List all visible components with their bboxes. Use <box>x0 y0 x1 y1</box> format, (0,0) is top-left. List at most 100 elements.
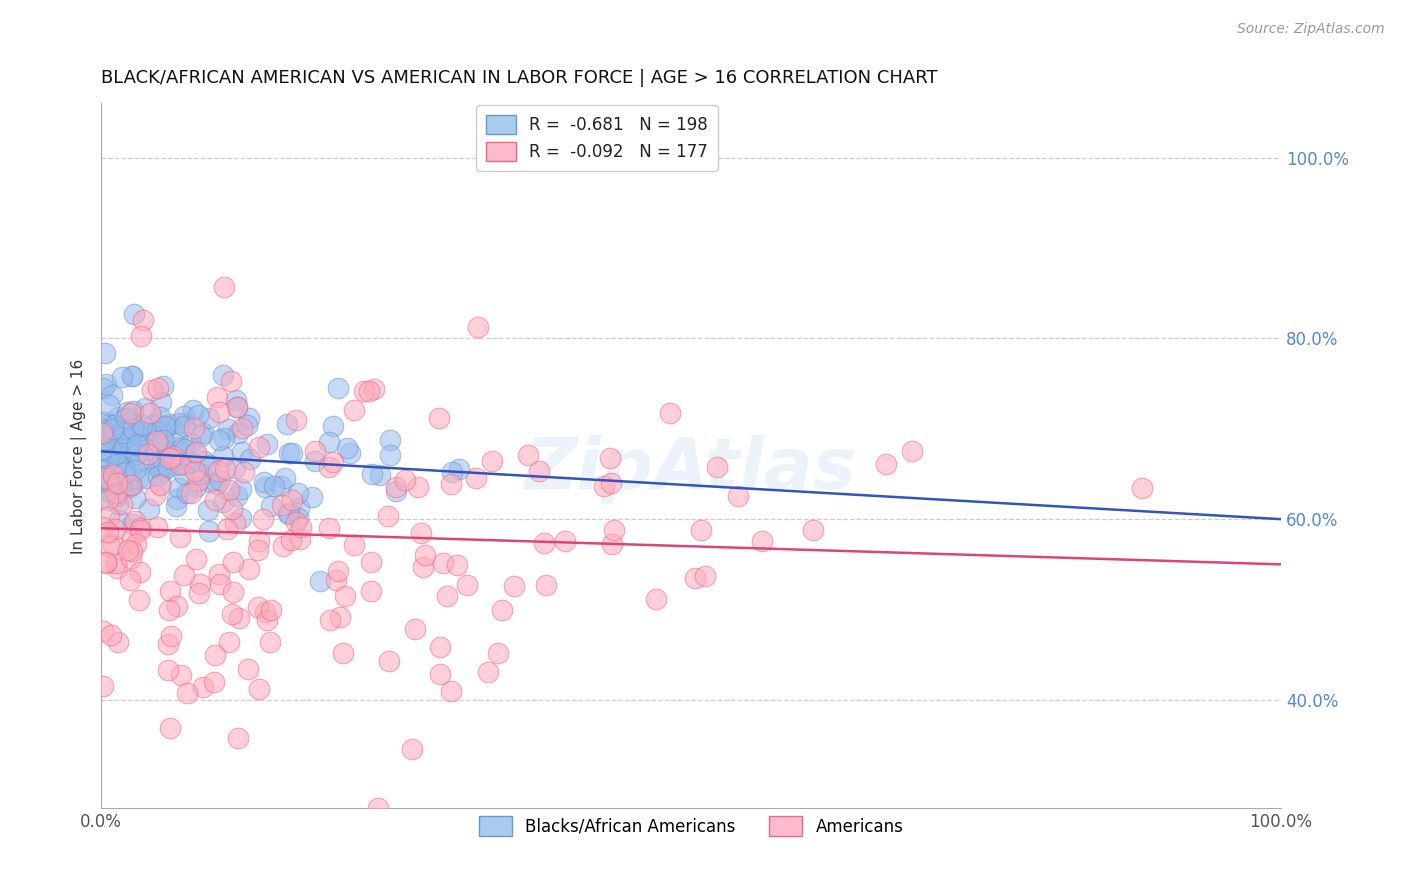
Point <box>120 415 142 429</box>
Point <box>136 456 159 470</box>
Point <box>153 418 176 433</box>
Point <box>103 473 125 487</box>
Point <box>254 605 277 619</box>
Point <box>217 422 239 436</box>
Point <box>208 405 231 419</box>
Point <box>118 449 141 463</box>
Point <box>278 506 301 520</box>
Point <box>218 483 240 497</box>
Point <box>328 564 350 578</box>
Point <box>120 417 142 431</box>
Point <box>104 523 127 537</box>
Point <box>146 469 169 483</box>
Point <box>198 475 221 490</box>
Point <box>491 603 513 617</box>
Point <box>288 533 311 547</box>
Point <box>179 455 201 469</box>
Point <box>188 577 211 591</box>
Point <box>165 458 187 473</box>
Point <box>146 417 169 431</box>
Point <box>169 481 191 495</box>
Point <box>121 478 143 492</box>
Point <box>162 450 184 464</box>
Point <box>197 503 219 517</box>
Point <box>180 435 202 450</box>
Point <box>706 460 728 475</box>
Point <box>685 571 707 585</box>
Point <box>114 463 136 477</box>
Point <box>155 420 177 434</box>
Point <box>110 475 132 490</box>
Point <box>309 574 332 589</box>
Point <box>100 444 122 458</box>
Point <box>121 530 143 544</box>
Point <box>190 429 212 443</box>
Point <box>247 534 270 549</box>
Point <box>304 454 326 468</box>
Text: ZipAtlas: ZipAtlas <box>526 435 856 505</box>
Point <box>145 434 167 449</box>
Point <box>124 491 146 505</box>
Point <box>121 369 143 384</box>
Point <box>100 387 122 401</box>
Point <box>205 390 228 404</box>
Point <box>167 426 190 441</box>
Point <box>107 430 129 444</box>
Text: BLACK/AFRICAN AMERICAN VS AMERICAN IN LABOR FORCE | AGE > 16 CORRELATION CHART: BLACK/AFRICAN AMERICAN VS AMERICAN IN LA… <box>101 69 938 87</box>
Point <box>163 453 186 467</box>
Point <box>122 307 145 321</box>
Point <box>166 440 188 454</box>
Point <box>446 558 468 573</box>
Point <box>112 442 135 456</box>
Point <box>152 433 174 447</box>
Point <box>226 400 249 414</box>
Point <box>160 628 183 642</box>
Point <box>449 462 471 476</box>
Point <box>377 508 399 523</box>
Point <box>229 510 252 524</box>
Point <box>105 486 128 500</box>
Point <box>593 479 616 493</box>
Point <box>117 423 139 437</box>
Point <box>231 483 253 497</box>
Point <box>108 426 131 441</box>
Point <box>207 476 229 491</box>
Point <box>98 448 121 462</box>
Point <box>176 686 198 700</box>
Point <box>1130 481 1153 495</box>
Point <box>141 437 163 451</box>
Point <box>247 440 270 454</box>
Point <box>96 483 118 498</box>
Point <box>191 467 214 482</box>
Point <box>176 485 198 500</box>
Point <box>318 434 340 449</box>
Point <box>173 467 195 482</box>
Point <box>285 515 308 529</box>
Point <box>129 524 152 538</box>
Point <box>404 622 426 636</box>
Point <box>111 422 134 436</box>
Point <box>440 476 463 491</box>
Point <box>103 422 125 436</box>
Point <box>287 485 309 500</box>
Point <box>440 683 463 698</box>
Point <box>276 417 298 431</box>
Point <box>146 381 169 395</box>
Point <box>152 379 174 393</box>
Point <box>111 498 134 512</box>
Point <box>159 583 181 598</box>
Point <box>409 526 432 541</box>
Point <box>118 433 141 447</box>
Point <box>149 410 172 425</box>
Point <box>359 384 381 398</box>
Point <box>259 603 281 617</box>
Point <box>117 405 139 419</box>
Point <box>225 393 247 408</box>
Point <box>221 607 243 621</box>
Point <box>440 465 463 479</box>
Point <box>108 513 131 527</box>
Point <box>343 538 366 552</box>
Point <box>170 668 193 682</box>
Point <box>256 613 278 627</box>
Point <box>149 395 172 409</box>
